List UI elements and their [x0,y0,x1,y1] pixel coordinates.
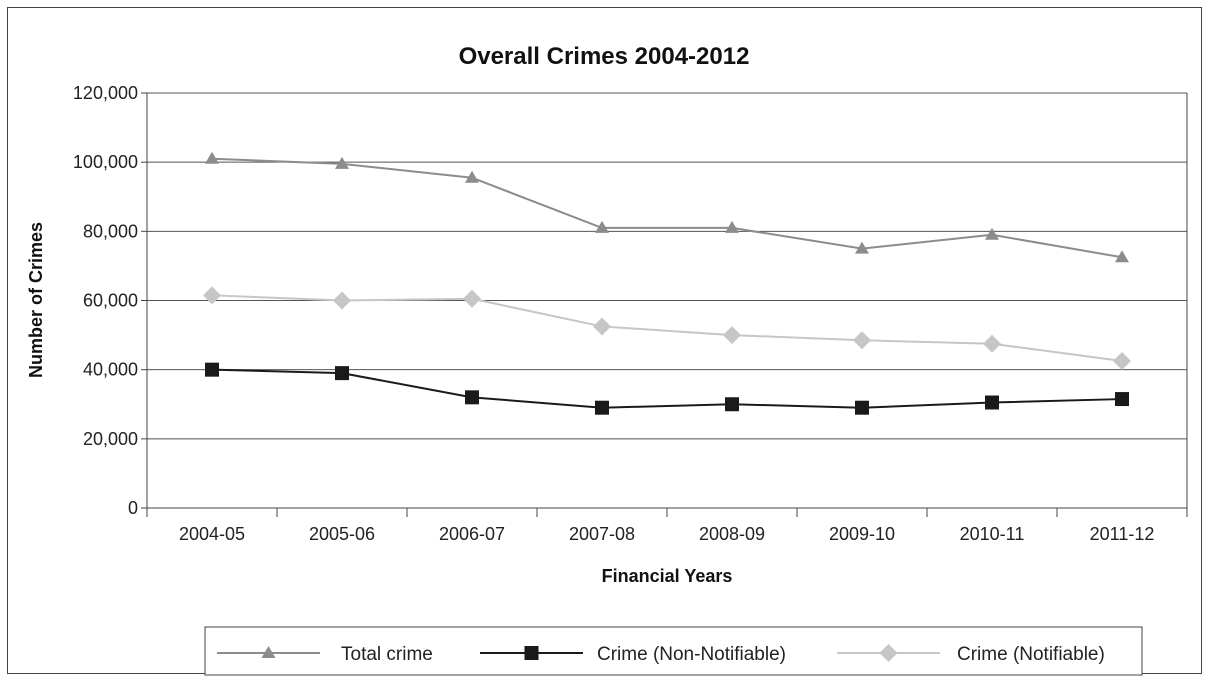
data-point [985,395,999,410]
data-point [985,227,999,240]
data-point [855,241,869,254]
y-tick-label: 120,000 [73,83,138,103]
y-axis-label: Number of Crimes [26,222,46,378]
x-tick-label: 2009-10 [829,524,895,544]
legend-label: Total crime [341,644,433,665]
legend-marker [879,644,898,662]
data-point [205,151,219,164]
y-tick-label: 80,000 [83,221,138,241]
legend-item: Total crime [217,644,433,665]
y-tick-labels: 0 20,000 40,000 60,000 80,000 100,000 120,000 [73,83,147,518]
y-tick-label: 20,000 [83,429,138,449]
legend-item: Crime (Notifiable) [837,644,1105,665]
x-tick-label: 2006-07 [439,524,505,544]
gridlines [147,92,1187,440]
x-tick-label: 2007-08 [569,524,635,544]
data-point [853,331,871,350]
data-point [465,170,479,183]
y-tick-label: 40,000 [83,360,138,380]
legend-marker [524,646,539,660]
series-line [211,157,1123,259]
data-point [855,400,869,415]
data-point [335,366,349,381]
legend: Total crime Crime (Non-Notifiable) Crime (… [204,626,1143,676]
data-point [1115,392,1129,407]
data-point [465,390,479,405]
data-point [983,334,1001,353]
series-triangle [205,151,1129,263]
legend-label: Crime (Notifiable) [957,644,1105,665]
data-point [725,220,739,233]
y-tick-label: 100,000 [73,152,138,172]
series-line [211,368,1123,409]
data-point [463,289,481,308]
series-square [205,362,1129,415]
x-tick-label: 2004-05 [179,524,245,544]
series-line [211,294,1123,363]
data-point [725,397,739,412]
data-point [333,291,351,310]
data-point [335,156,349,169]
data-point [593,317,611,336]
x-tick-label: 2008-09 [699,524,765,544]
data-point [595,220,609,233]
data-point [205,362,219,377]
legend-marker [261,646,276,658]
legend-label: Crime (Non-Notifiable) [597,644,786,665]
series-diamond [203,286,1131,371]
series-lines [203,151,1131,415]
chart-title: Overall Crimes 2004-2012 [459,43,750,70]
x-tick-label: 2010-11 [960,524,1025,544]
data-point [1115,250,1129,263]
x-tick-labels: 2004-05 2005-06 2006-07 2007-08 2008-09 2009-… [146,508,1188,544]
x-tick-label: 2011-12 [1090,524,1155,544]
legend-box [204,626,1143,676]
y-tick-label: 0 [128,498,138,518]
y-tick-label: 60,000 [83,291,138,311]
data-point [595,400,609,415]
legend-item: Crime (Non-Notifiable) [480,644,786,665]
x-axis-label: Financial Years [602,566,733,586]
data-point [203,286,221,305]
data-point [723,326,741,345]
data-point [1113,352,1131,371]
x-tick-label: 2005-06 [309,524,375,544]
